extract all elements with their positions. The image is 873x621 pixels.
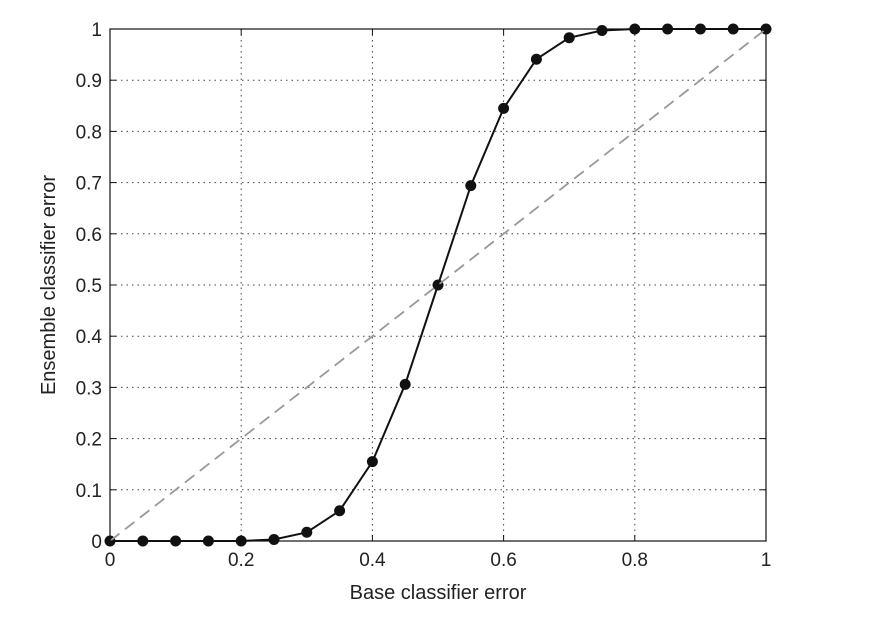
y-tick-label: 0.4 xyxy=(76,327,103,348)
y-tick-label: 0.1 xyxy=(76,481,102,502)
data-point xyxy=(498,102,510,114)
y-tick-label: 1 xyxy=(91,20,102,41)
y-tick-label: 0.9 xyxy=(76,71,102,92)
data-point xyxy=(301,526,313,538)
data-point xyxy=(596,25,608,37)
x-tick-label: 0.8 xyxy=(622,550,648,571)
y-tick-label: 0.6 xyxy=(76,225,102,246)
x-tick-label: 1 xyxy=(761,550,772,571)
x-tick-label: 0.4 xyxy=(359,550,386,571)
diagonal-reference-line xyxy=(109,28,767,542)
data-point xyxy=(268,533,280,545)
y-tick-label: 0 xyxy=(91,532,102,553)
y-tick-label: 0.3 xyxy=(76,378,102,399)
y-tick-label: 0.2 xyxy=(76,430,102,451)
x-axis-label: Base classifier error xyxy=(350,582,527,604)
y-tick-label: 0.8 xyxy=(76,122,102,143)
data-point xyxy=(465,180,477,192)
y-tick-label: 0.7 xyxy=(76,174,102,195)
data-point xyxy=(334,505,346,517)
x-tick-label: 0 xyxy=(105,550,116,571)
y-axis-label: Ensemble classifier error xyxy=(38,175,60,395)
data-point xyxy=(399,378,411,390)
y-tick-label: 0.5 xyxy=(76,276,102,297)
tick-layer: 0 0.2 0.4 0.6 0.8 1 0 0.1 0.2 0.3 0.4 0.5 0.6 0.7 0.8 0… xyxy=(76,20,772,571)
x-tick-label: 0.2 xyxy=(228,550,254,571)
data-point xyxy=(563,32,575,44)
data-point xyxy=(530,53,542,65)
data-point xyxy=(366,456,378,468)
x-tick-label: 0.6 xyxy=(490,550,516,571)
